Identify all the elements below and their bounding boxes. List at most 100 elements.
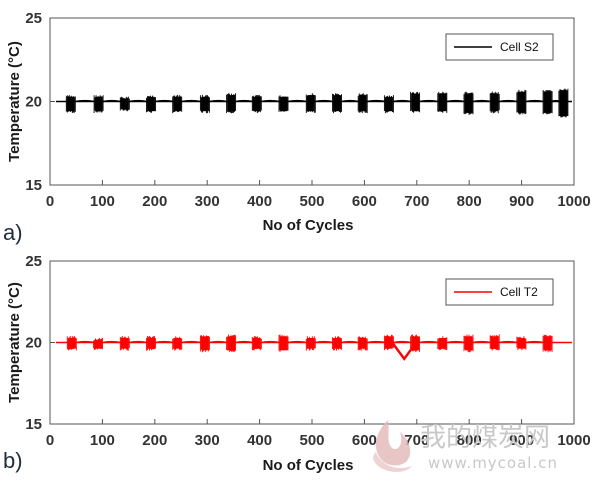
x-tick-label: 1000 (557, 193, 590, 210)
series-line-segment (366, 340, 386, 344)
series-line-segment (234, 99, 254, 103)
y-axis-label-b: Temperature (°C) (6, 282, 23, 403)
series-burst (463, 91, 474, 115)
series-a (56, 88, 572, 118)
series-line-segment (287, 340, 308, 344)
series-burst (305, 336, 316, 351)
series-burst (383, 95, 394, 114)
series-burst (226, 334, 237, 352)
series-burst (119, 336, 130, 351)
series-burst (93, 95, 104, 113)
series-line-segment (154, 99, 174, 103)
series-burst (199, 94, 210, 114)
series-burst (199, 335, 210, 353)
series-line-segment (366, 99, 386, 103)
series-line-segment (418, 99, 439, 103)
x-tick-label: 500 (299, 432, 324, 449)
series-line-segment (74, 99, 96, 103)
series-line-segment (154, 340, 174, 344)
series-burst (516, 336, 527, 351)
x-tick-label: 800 (457, 193, 482, 210)
series-line-segment (498, 340, 519, 344)
panel-label-b: b) (3, 448, 23, 473)
series-burst (278, 334, 289, 352)
x-tick-label: 200 (142, 432, 167, 449)
x-tick-label: 600 (352, 193, 377, 210)
x-tick-label: 0 (46, 432, 54, 449)
y-tick-label: 15 (25, 177, 42, 194)
series-burst (516, 89, 527, 115)
x-axis-label-a: No of Cycles (263, 217, 354, 234)
x-tick-label: 1000 (557, 432, 590, 449)
x-tick-label: 200 (142, 193, 167, 210)
series-line-segment (340, 99, 360, 103)
series-burst (119, 96, 130, 112)
watermark-url: www.mycoal.cn (428, 454, 558, 472)
series-line-segment (75, 340, 95, 344)
legend-b: Cell T2 (445, 278, 554, 306)
series-burst (437, 336, 448, 351)
series-burst (357, 93, 368, 114)
series-line-segment (180, 340, 202, 344)
series-burst (332, 336, 342, 351)
x-ticks-a: 0 100 200 300 400 500 600 700 800 900 1000 (46, 180, 591, 210)
series-line-segment (234, 340, 254, 344)
x-axis-label-b: No of Cycles (263, 457, 354, 474)
y-tick-label: 20 (25, 335, 42, 352)
legend-a: Cell S2 (445, 33, 554, 61)
series-burst (383, 334, 394, 351)
x-tick-label: 100 (90, 432, 115, 449)
series-burst (332, 93, 342, 114)
series-burst (410, 91, 421, 113)
series-burst (93, 337, 103, 350)
series-line-segment (446, 99, 466, 103)
series-burst (489, 334, 500, 351)
x-tick-label: 800 (457, 432, 482, 449)
series-burst (542, 90, 553, 115)
y-tick-label: 15 (25, 416, 42, 433)
series-line-segment (101, 340, 122, 344)
series-line-segment (418, 340, 439, 344)
series-burst (251, 336, 262, 351)
series-burst (437, 91, 448, 113)
series-line-segment (180, 99, 202, 103)
panel-label-a: a) (3, 220, 23, 245)
series-burst (463, 334, 474, 353)
series-burst (251, 94, 262, 113)
series-b (56, 334, 572, 361)
x-tick-label: 900 (509, 193, 534, 210)
series-burst (278, 95, 289, 112)
y-ticks-b: 15 20 25 (25, 253, 55, 433)
series-burst (305, 93, 316, 113)
y-ticks-a: 15 20 25 (25, 10, 55, 194)
series-line-segment (314, 99, 334, 103)
x-tick-label: 600 (352, 432, 377, 449)
series-burst (146, 95, 156, 113)
series-line-segment (525, 99, 545, 103)
y-tick-label: 25 (25, 10, 42, 27)
series-line-segment (208, 99, 228, 103)
series-burst (65, 95, 76, 113)
series-line-segment (287, 99, 308, 103)
series-burst (489, 91, 500, 114)
legend-label-b: Cell T2 (500, 285, 538, 299)
x-tick-label: 400 (247, 193, 272, 210)
series-burst (66, 336, 77, 351)
legend-label-a: Cell S2 (500, 40, 539, 54)
series-line-segment (498, 99, 519, 103)
watermark: 我的煤炭网 www.mycoal.cn (373, 420, 558, 472)
x-ticks-b: 0 100 200 300 400 500 600 700 800 900 1000 (46, 419, 591, 449)
series-line-segment (472, 99, 492, 103)
panel-a: 0 100 200 300 400 500 600 700 800 900 1000 152025 … (3, 10, 591, 245)
series-dip (391, 341, 418, 361)
series-burst (357, 336, 368, 351)
series-line-segment (260, 99, 281, 103)
x-tick-label: 700 (404, 193, 429, 210)
series-line-segment (128, 340, 148, 344)
panel-b: 0 100 200 300 400 500 600 700 800 900 1000 152025 … (3, 253, 591, 474)
series-burst (542, 334, 553, 353)
y-axis-label-a: Temperature (°C) (6, 41, 23, 162)
watermark-text: 我的煤炭网 (420, 423, 550, 453)
series-line-segment (340, 340, 360, 344)
